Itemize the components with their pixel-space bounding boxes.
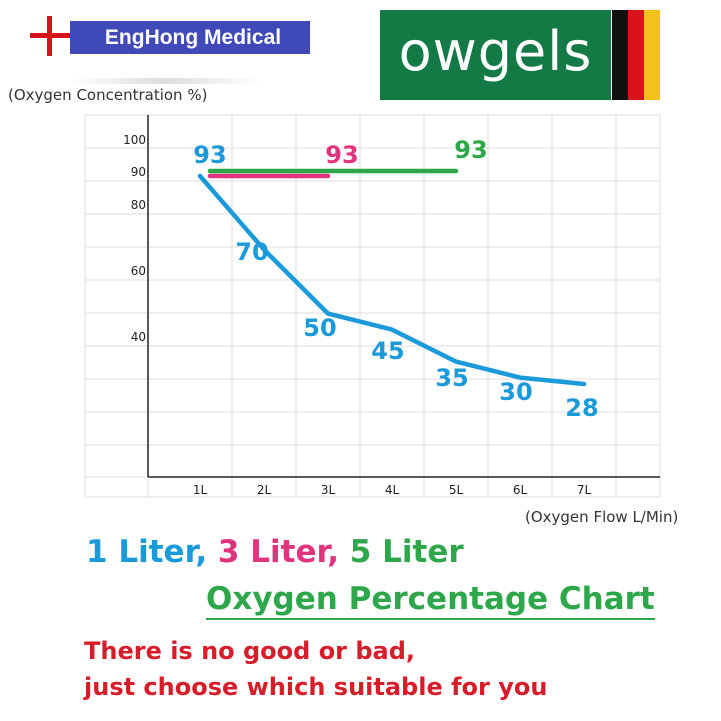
- series-1-liter-value-3: 45: [371, 337, 404, 365]
- flag-stripe-gold: [644, 10, 660, 100]
- y-axis-title: (Oxygen Concentration %): [8, 86, 208, 104]
- x-tick-label-4L: 4L: [385, 483, 400, 497]
- note-line-2: just choose which suitable for you: [84, 673, 548, 701]
- series-3-liter-value-0: 93: [325, 141, 358, 169]
- flag-stripe-red: [628, 10, 644, 100]
- series-1-liter-value-2: 50: [303, 314, 336, 342]
- chart-axes: 100 90 80 60 40 1L 2L 3L 4L 5L 6L 7L: [123, 115, 660, 497]
- chart-labels: 93 70 50 45 35 30 28 93 93: [193, 136, 598, 422]
- series-1-liter-value-0: 93: [193, 141, 226, 169]
- medical-cross-icon: [30, 16, 70, 56]
- series-1-liter-value-5: 30: [499, 378, 532, 406]
- series-1-liter-value-4: 35: [435, 364, 468, 392]
- x-tick-label-1L: 1L: [193, 483, 208, 497]
- series-1-liter-line: [197, 173, 587, 387]
- y-tick-label-80: 80: [131, 198, 146, 212]
- x-axis-title: (Oxygen Flow L/Min): [525, 508, 679, 526]
- chart-series: [197, 168, 587, 387]
- chart-grid: [84, 114, 661, 498]
- note-line-1: There is no good or bad,: [84, 637, 416, 665]
- brand-shadow: [70, 78, 260, 84]
- headline: 1 Liter, 3 Liter, 5 Liter: [86, 534, 464, 570]
- series-1-liter-value-1: 70: [235, 238, 268, 266]
- series-5-liter-value-0: 93: [454, 136, 487, 164]
- y-tick-label-90: 90: [131, 165, 146, 179]
- flag-stripe-black: [612, 10, 628, 100]
- brand-name: EngHong Medical: [70, 21, 310, 54]
- x-tick-label-7L: 7L: [577, 483, 592, 497]
- x-tick-label-3L: 3L: [321, 483, 336, 497]
- owgels-logo: owgels: [380, 10, 611, 100]
- series-1-liter-value-6: 28: [565, 394, 598, 422]
- x-tick-label-5L: 5L: [449, 483, 464, 497]
- headline-5-liter: 5 Liter: [349, 534, 464, 570]
- x-tick-label-2L: 2L: [257, 483, 272, 497]
- y-tick-label-40: 40: [131, 330, 146, 344]
- y-tick-label-100: 100: [123, 133, 146, 147]
- chart-subtitle: Oxygen Percentage Chart: [206, 580, 655, 620]
- headline-1-liter: 1 Liter,: [86, 534, 208, 570]
- y-tick-label-60: 60: [131, 264, 146, 278]
- x-tick-label-6L: 6L: [513, 483, 528, 497]
- headline-3-liter: 3 Liter,: [217, 534, 339, 570]
